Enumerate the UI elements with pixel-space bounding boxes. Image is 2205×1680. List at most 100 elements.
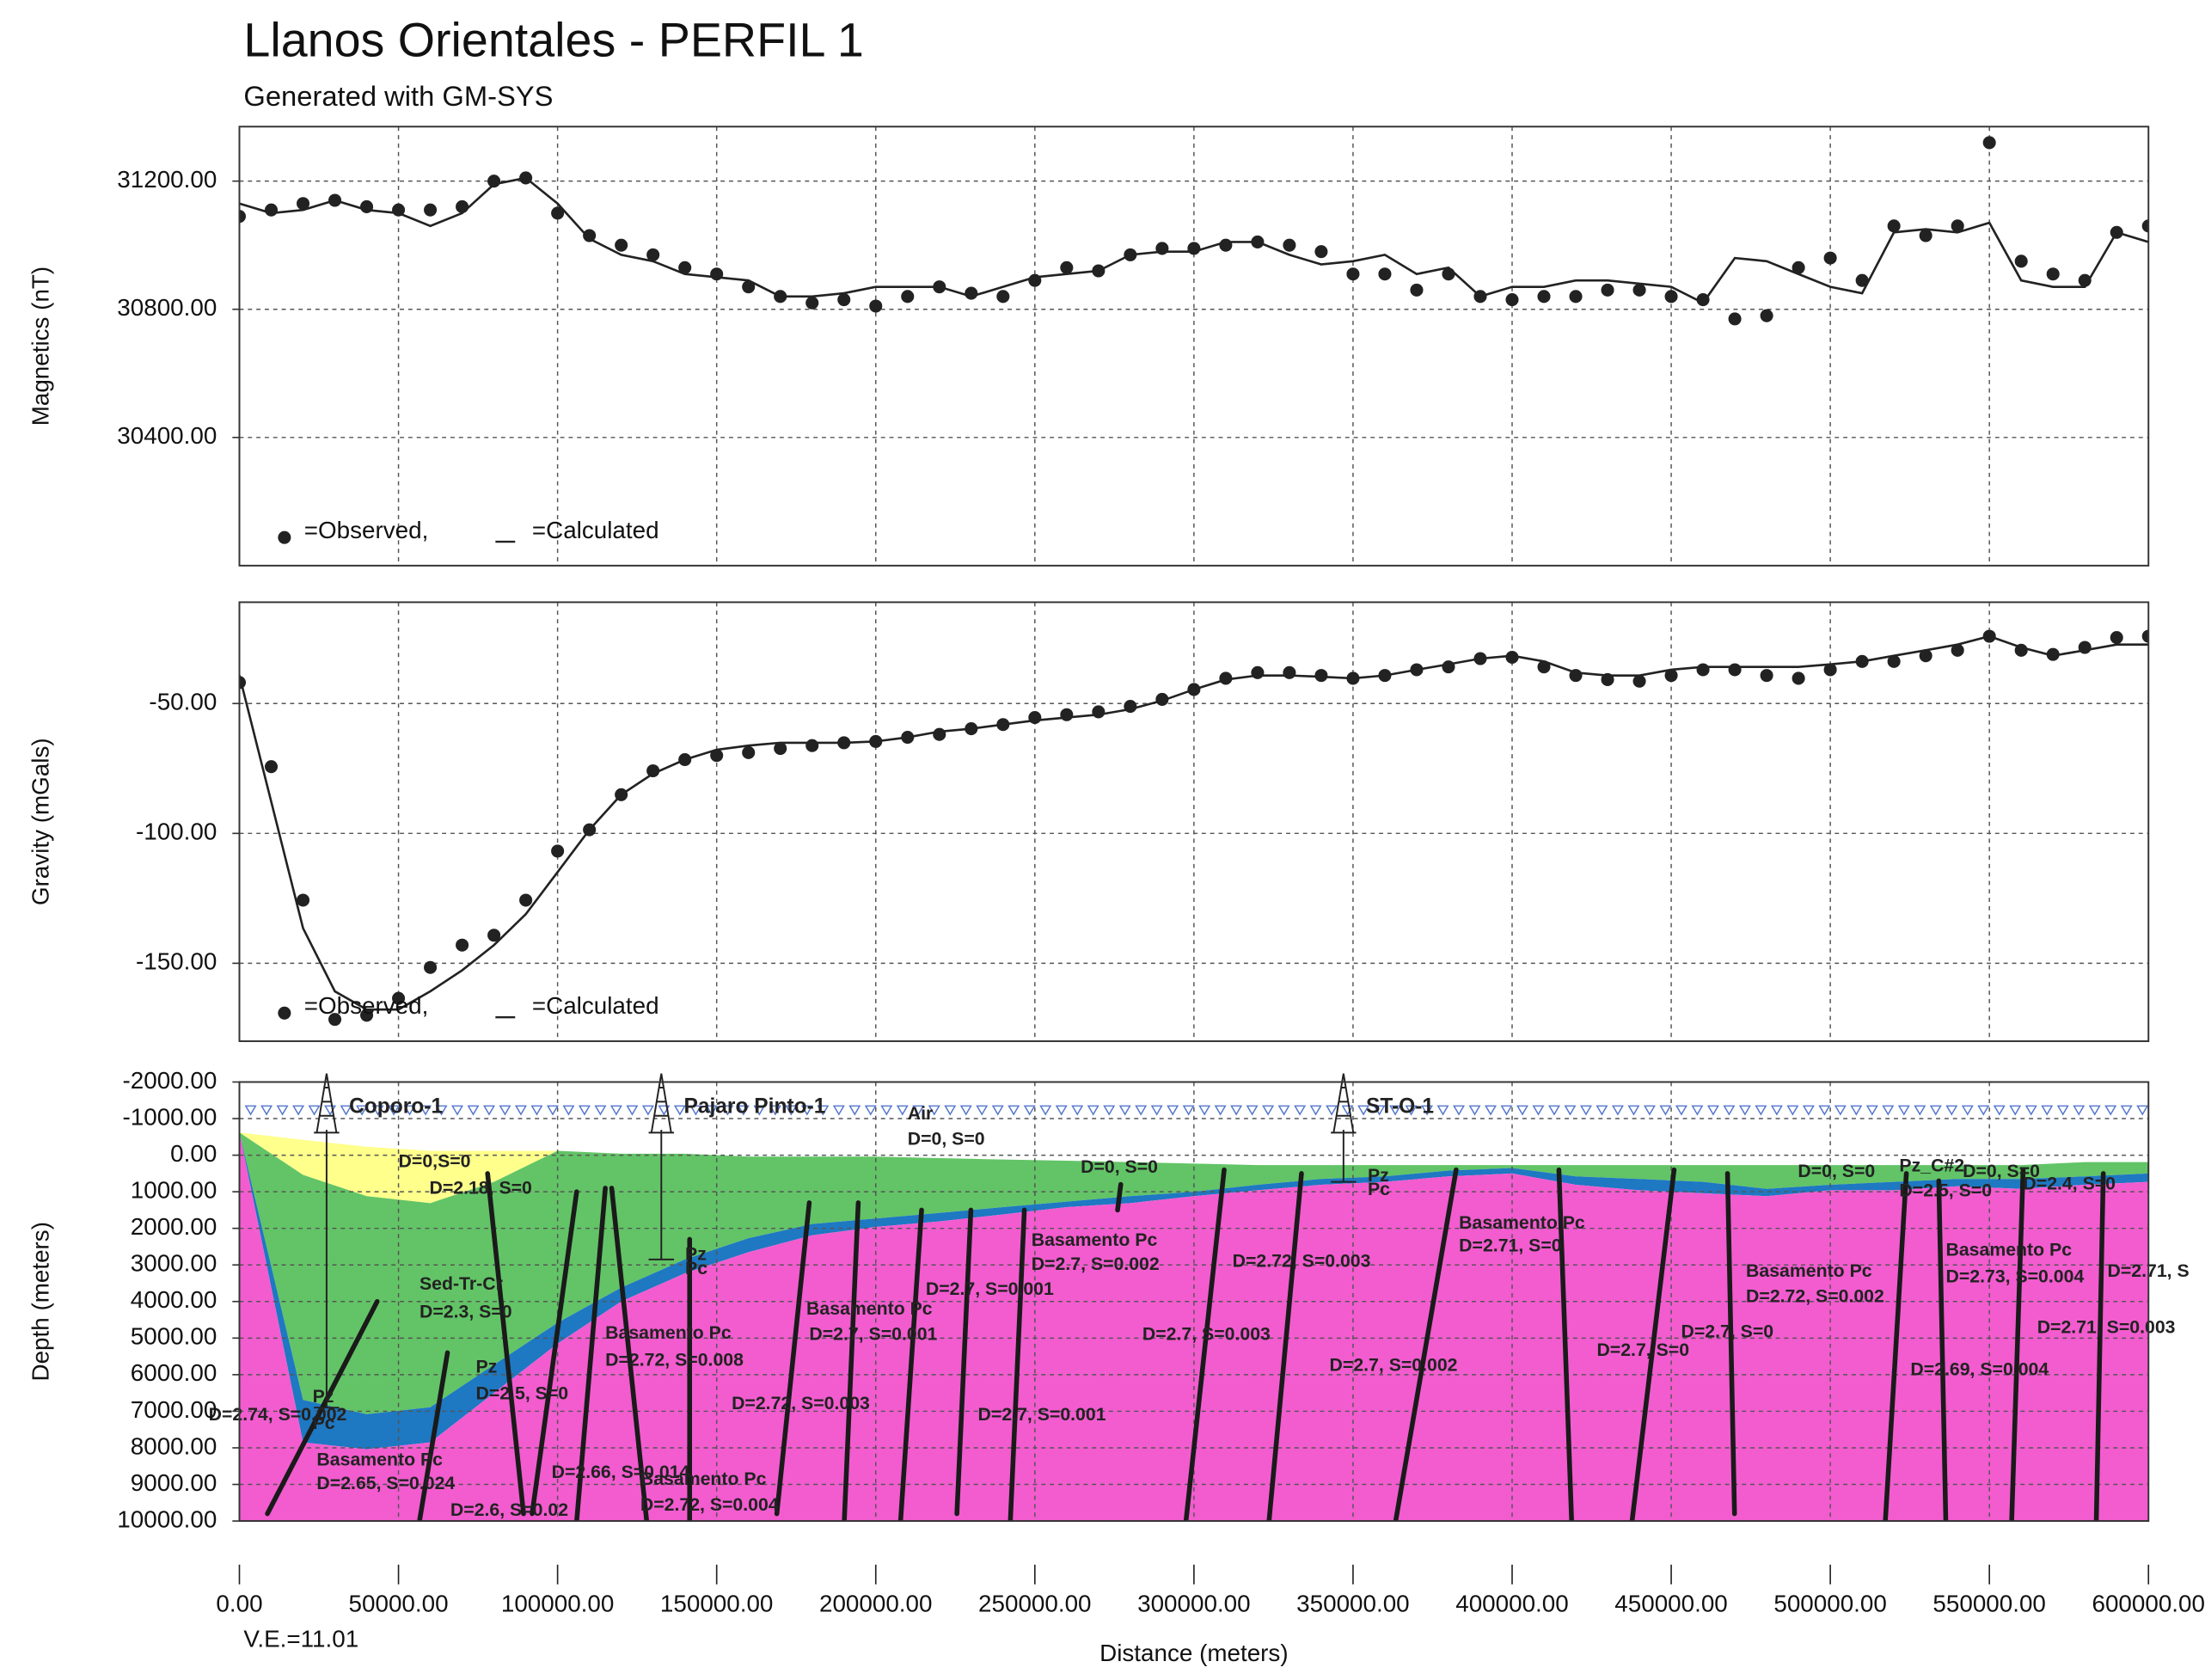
observed-point (1761, 669, 1773, 682)
model-label: D=2.6, S=0.02 (450, 1499, 568, 1520)
y-tick-label: 2000.00 (131, 1213, 217, 1240)
observed-point (933, 728, 946, 741)
observed-point (1792, 671, 1805, 684)
model-label: D=2.71, S=0.003 (2037, 1316, 2176, 1337)
model-label: D=2.72, S=0.008 (605, 1349, 744, 1370)
model-label: D=2.72, S=0.003 (1233, 1250, 1371, 1271)
model-label: D=2.7, S=0.001 (809, 1324, 937, 1345)
observed-point (265, 760, 278, 773)
y-tick-label: 0.00 (170, 1140, 217, 1167)
observed-point (456, 200, 469, 213)
plot-area (233, 126, 2155, 566)
legend-label: =Calculated (532, 517, 659, 543)
y-axis-title: Magnetics (nT) (28, 267, 54, 426)
observed-point (996, 290, 1009, 303)
observed-point (1283, 666, 1295, 679)
model-label: Basamento Pc (640, 1468, 767, 1489)
model-label: Pc (685, 1258, 707, 1278)
model-label: D=2.18, S=0 (429, 1177, 531, 1198)
y-tick-label: -100.00 (136, 819, 217, 845)
ve-label: V.E.=11.01 (243, 1626, 358, 1652)
model-label: Pc (1368, 1179, 1390, 1199)
y-tick-label: -2000.00 (123, 1067, 217, 1094)
y-tick-label: 30800.00 (117, 294, 217, 321)
observed-point (1060, 708, 1073, 721)
observed-point (1505, 293, 1518, 306)
y-tick-label: 10000.00 (117, 1505, 217, 1532)
model-label: Pz (476, 1356, 498, 1376)
y-tick-label: 1000.00 (131, 1176, 217, 1203)
observed-point (1314, 245, 1327, 258)
observed-point (1633, 675, 1646, 688)
observed-point (1888, 219, 1901, 232)
observed-point (869, 299, 882, 312)
legend-symbol (278, 531, 291, 544)
observed-point (1633, 284, 1646, 297)
y-axis-title: Depth (meters) (28, 1222, 54, 1381)
x-tick-label: 250000.00 (978, 1591, 1091, 1617)
page: Llanos Orientales - PERFIL 1 Generated w… (0, 0, 2205, 1680)
fault (1118, 1185, 1121, 1211)
x-tick-label: 400000.00 (1455, 1591, 1568, 1617)
x-tick-label: 150000.00 (660, 1591, 773, 1617)
x-tick-label: 450000.00 (1614, 1591, 1727, 1617)
well-name: Pajaro Pinto-1 (683, 1094, 825, 1118)
observed-point (901, 290, 914, 303)
legend-label: =Observed, (304, 517, 429, 543)
x-tick-label: 0.00 (216, 1591, 262, 1617)
observed-point (1761, 310, 1773, 322)
observed-point (424, 961, 437, 974)
figure: Llanos Orientales - PERFIL 1 Generated w… (0, 0, 2205, 1680)
observed-point (1410, 284, 1423, 297)
x-tick-label: 600000.00 (2092, 1591, 2205, 1617)
observed-point (1824, 252, 1837, 265)
observed-point (615, 239, 628, 252)
observed-point (297, 893, 309, 906)
observed-point (965, 287, 977, 300)
model-label: D=2.7, S=0.002 (1032, 1254, 1160, 1274)
observed-point (456, 939, 469, 952)
observed-point (265, 204, 278, 217)
model-label: Basamento Pc (316, 1449, 443, 1469)
model-label: Sed-Tr-Cr (420, 1273, 503, 1294)
x-tick-label: 550000.00 (1932, 1591, 2045, 1617)
y-tick-label: 9000.00 (131, 1469, 217, 1496)
x-tick-label: 50000.00 (349, 1591, 449, 1617)
y-tick-label: -1000.00 (123, 1103, 217, 1130)
model-label: D=2.7, S=0 (1596, 1340, 1689, 1360)
y-tick-label: 6000.00 (131, 1359, 217, 1386)
model-label: D=0,S=0 (399, 1150, 471, 1171)
legend-symbol (278, 1007, 291, 1020)
x-axis-title: Distance (meters) (1099, 1640, 1288, 1666)
model-label: D=2.7, S=0.003 (1142, 1324, 1271, 1345)
observed-point (1187, 242, 1200, 254)
observed-point (1060, 261, 1073, 274)
model-label: D=2.72, S=0.003 (732, 1393, 870, 1413)
model-label: Air (908, 1103, 934, 1124)
model-label: Pz (313, 1386, 334, 1407)
observed-point (805, 739, 818, 752)
model-label: D=2.7, S=0 (1681, 1321, 1774, 1342)
observed-point (1602, 284, 1614, 297)
model-label: D=2.7, S=0.002 (1330, 1355, 1458, 1376)
observed-point (1665, 290, 1678, 303)
observed-point (837, 293, 850, 306)
observed-point (551, 844, 564, 857)
observed-point (805, 297, 818, 310)
model-label: Pz_C#2 (1899, 1155, 1964, 1175)
model-label: Basamento Pc (1032, 1229, 1158, 1250)
model-label: D=2.7, S=0.001 (978, 1404, 1106, 1425)
observed-point (1697, 663, 1710, 676)
y-axis-title: Gravity (mGals) (28, 738, 54, 905)
legend-label: =Calculated (532, 992, 659, 1019)
observed-point (1729, 663, 1742, 676)
model-label: D=2.69, S=0.004 (1910, 1358, 2049, 1379)
observed-point (1219, 239, 1232, 252)
y-tick-label: 7000.00 (131, 1396, 217, 1423)
observed-point (2015, 254, 2028, 267)
model-label: Pc (313, 1413, 335, 1433)
y-tick-label: 4000.00 (131, 1286, 217, 1313)
model-label: Basamento Pc (1746, 1260, 1872, 1281)
y-tick-label: 30400.00 (117, 422, 217, 449)
model-label: Basamento Pc (806, 1298, 933, 1319)
